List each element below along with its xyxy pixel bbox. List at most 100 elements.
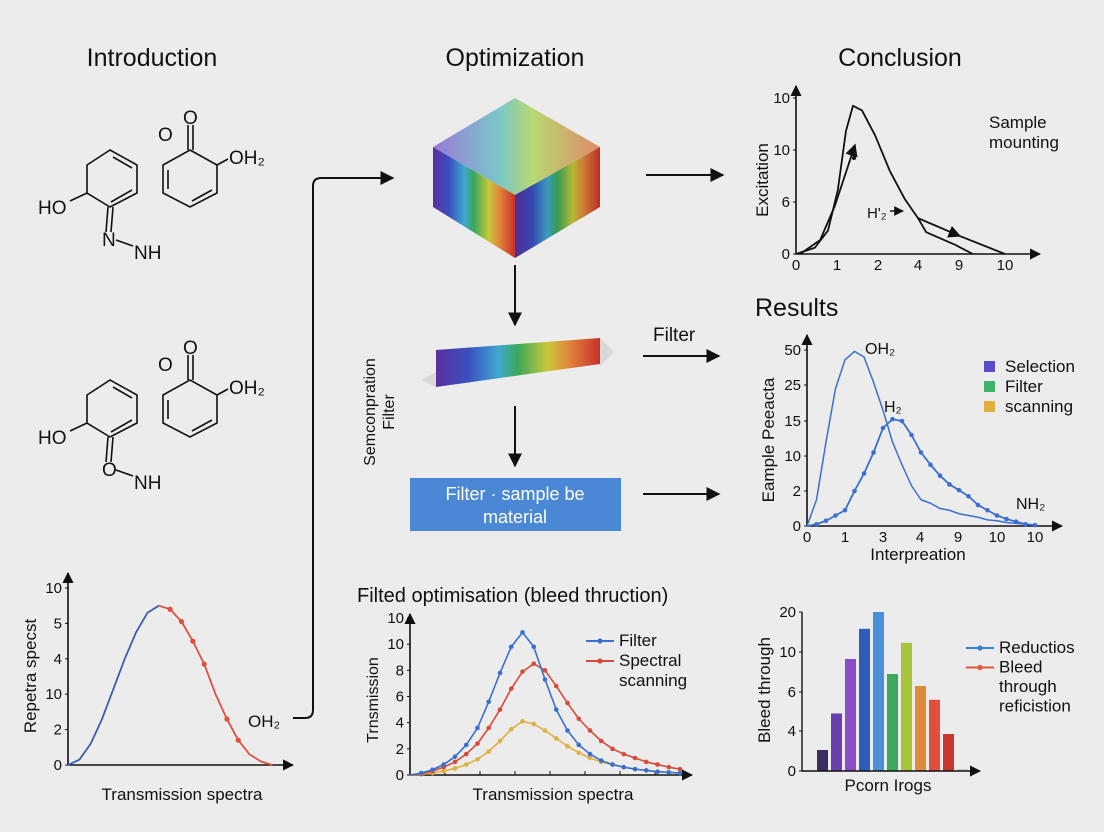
y-tick-label: 10	[779, 644, 796, 661]
data-point	[441, 762, 447, 767]
side-label-line1: Semconpration	[362, 358, 379, 466]
y-tick-label: 15	[784, 413, 801, 430]
chart-title: Filted optimisation (bleed thruction)	[357, 585, 668, 607]
ho-label: HO	[38, 198, 67, 219]
ring-left	[86, 379, 138, 438]
data-point	[531, 644, 537, 650]
filter-arrow-label: Filter	[653, 325, 696, 346]
data-point	[655, 762, 660, 767]
double-bond	[110, 189, 133, 203]
double-bond-o	[187, 355, 194, 380]
y-axis-label: Excitation	[753, 143, 772, 217]
series-line	[67, 604, 160, 766]
ring-left	[86, 149, 138, 208]
legend-label: Selection	[1005, 357, 1075, 376]
y-tick-label: 0	[793, 518, 801, 535]
data-point	[947, 482, 952, 487]
data-point	[486, 699, 492, 705]
data-point	[666, 770, 672, 775]
annotation-nh2: NH₂	[1016, 496, 1045, 513]
data-point	[542, 677, 548, 682]
chart-intro: 0 2 10 4 5 10 Repetra specst Transmission spect…	[21, 571, 295, 804]
data-point	[565, 700, 570, 706]
y-axis-label: Trnsmission	[365, 657, 382, 743]
y-tick-label: 25	[784, 377, 801, 394]
data-point	[565, 743, 570, 749]
double-bond	[112, 386, 133, 399]
legend-label: Filter	[619, 631, 657, 650]
y-tick-label: 10	[784, 448, 801, 465]
data-point	[508, 726, 514, 732]
data-point	[937, 473, 943, 478]
data-point	[861, 471, 867, 476]
n-label: O	[102, 460, 117, 481]
data-point	[418, 770, 424, 776]
carbonyl-o-label: O	[183, 338, 198, 359]
data-point	[497, 670, 503, 676]
data-point	[553, 707, 559, 712]
x-tick-label: 4	[914, 257, 922, 274]
x-tick-label: 3	[879, 529, 887, 546]
data-point	[842, 507, 848, 513]
bar	[915, 686, 926, 771]
y-tick-label: 10	[45, 580, 62, 597]
x-tick-label: 10	[997, 257, 1014, 274]
data-point	[497, 738, 503, 744]
series-line	[917, 217, 1006, 255]
double-bond-o	[187, 125, 194, 150]
carbonyl-o-label: O	[183, 108, 198, 129]
bar	[817, 750, 828, 771]
data-point	[928, 462, 933, 468]
chart-filtered: Filted optimisation (bleed thruction) 0 2 4…	[357, 585, 694, 804]
data-point	[520, 719, 525, 724]
data-point	[610, 762, 615, 767]
bar	[901, 642, 912, 771]
series-line	[795, 104, 974, 255]
data-point	[475, 757, 480, 762]
data-point	[452, 754, 458, 759]
molecule: OO OH₂ HO N NH	[38, 108, 265, 264]
connector-arrow	[293, 171, 395, 719]
legend-label: through	[999, 677, 1057, 696]
filter-sample-box-line2: material	[483, 507, 547, 527]
data-point	[475, 725, 480, 731]
data-point	[463, 762, 469, 767]
oh2-label: OH₂	[229, 148, 265, 169]
data-point	[677, 770, 683, 776]
bar	[831, 713, 842, 771]
connector-oh2-label: OH₂	[248, 712, 280, 731]
data-point	[975, 502, 981, 508]
data-point	[677, 766, 683, 772]
data-point	[463, 742, 469, 748]
legend-swatch	[984, 401, 995, 412]
x-tick-label: 1	[833, 257, 841, 274]
data-point	[643, 759, 649, 765]
data-point	[531, 661, 537, 667]
data-point	[475, 741, 480, 746]
y-tick-label: 6	[788, 684, 796, 701]
n-label: N	[102, 230, 116, 251]
legend-label: Filter	[1005, 377, 1043, 396]
annotation-dot	[852, 156, 856, 160]
data-point	[587, 728, 593, 733]
annotation-mounting: mounting	[989, 133, 1059, 152]
x-axis-label: Transmission spectra	[473, 785, 634, 804]
y-tick-label: 10	[773, 142, 790, 159]
y-tick-label: 2	[396, 741, 404, 758]
bond-oh2	[216, 158, 229, 166]
data-point	[956, 487, 962, 493]
data-point	[823, 518, 829, 524]
x-tick-label: 10	[989, 529, 1006, 546]
section-title-introduction: Introduction	[87, 44, 218, 72]
side-label-line2: Filter	[381, 394, 398, 430]
data-point	[587, 751, 593, 757]
data-point	[178, 619, 185, 625]
x-tick-label: 9	[954, 529, 962, 546]
y-tick-label: 2	[793, 483, 801, 500]
data-point	[890, 416, 895, 422]
data-point	[1013, 519, 1019, 524]
x-axis-label: Pcorn Irogs	[845, 776, 932, 795]
